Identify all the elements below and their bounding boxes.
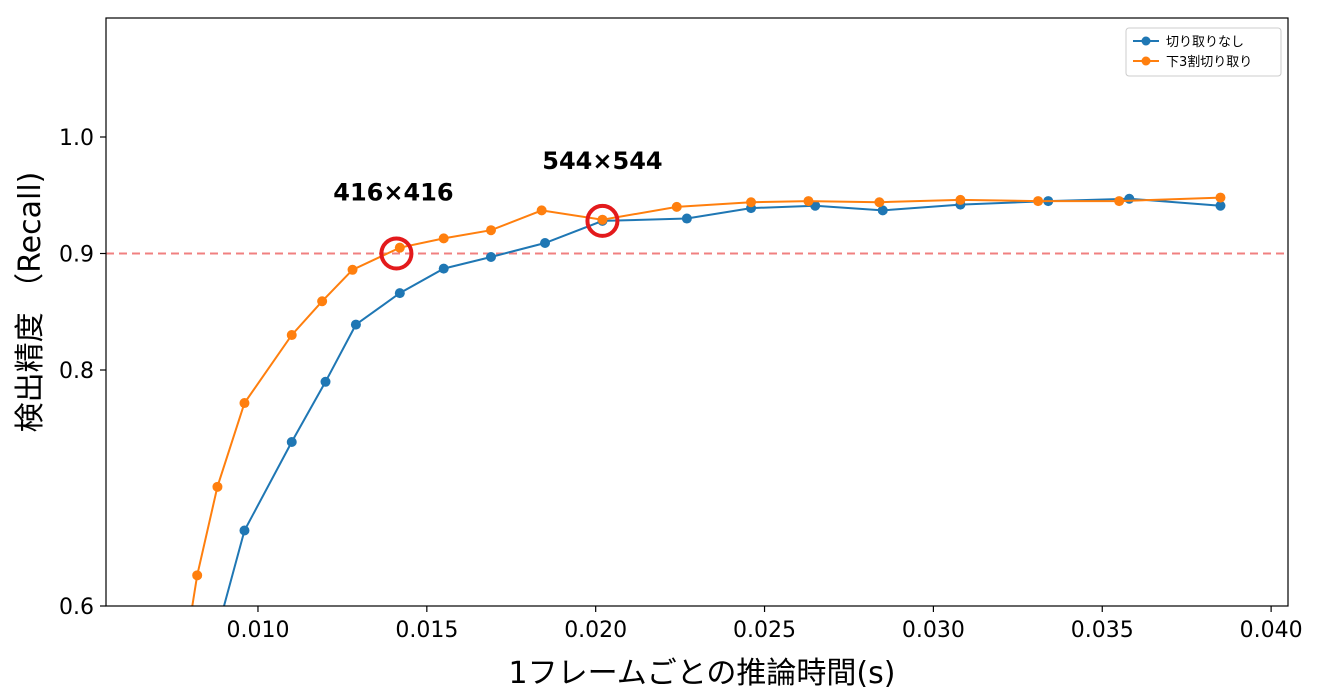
- data-point: [536, 205, 547, 216]
- data-point: [597, 214, 608, 225]
- data-point: [681, 213, 692, 224]
- data-point: [438, 263, 449, 274]
- y-tick-label: 0.6: [59, 595, 94, 620]
- legend-marker: [1141, 56, 1151, 66]
- data-point: [350, 319, 361, 330]
- x-tick-label: 0.010: [226, 618, 289, 643]
- series-line: [191, 196, 1221, 606]
- annotation-label: 416×416: [333, 179, 453, 207]
- data-point: [394, 288, 405, 299]
- x-tick-label: 0.040: [1240, 618, 1303, 643]
- x-tick-label: 0.030: [902, 618, 965, 643]
- annotation-label: 544×544: [542, 147, 662, 175]
- data-point: [877, 205, 888, 216]
- data-point: [1215, 192, 1226, 203]
- y-tick-label: 1.0: [59, 126, 94, 151]
- data-point: [212, 481, 223, 492]
- data-point: [438, 233, 449, 244]
- x-tick-label: 0.035: [1071, 618, 1134, 643]
- data-point: [1114, 196, 1125, 207]
- x-tick-label: 0.015: [395, 618, 458, 643]
- data-point: [1033, 196, 1044, 207]
- y-axis-title: 検出精度 （Recall): [13, 172, 48, 433]
- data-point: [746, 197, 757, 208]
- series-line: [222, 197, 1221, 606]
- x-tick-label: 0.020: [564, 618, 627, 643]
- legend-label: 切り取りなし: [1166, 35, 1244, 50]
- data-point: [185, 613, 195, 623]
- highlight-circle: [379, 236, 414, 271]
- legend-label: 下3割切り取り: [1166, 54, 1252, 70]
- y-tick-label: 0.9: [59, 243, 94, 268]
- data-point: [347, 264, 358, 275]
- data-point: [317, 296, 328, 307]
- legend-box: [1125, 27, 1282, 77]
- data-point: [955, 194, 966, 205]
- x-axis-title: 1フレームごとの推論時間(s): [509, 656, 896, 691]
- data-point: [286, 436, 297, 447]
- data-point: [874, 197, 885, 208]
- data-point: [1215, 200, 1226, 211]
- data-point: [216, 613, 226, 623]
- highlight-layer: [379, 203, 620, 271]
- data-point: [671, 201, 682, 212]
- data-point: [286, 330, 297, 341]
- data-point: [1124, 193, 1135, 204]
- series-layer: [185, 192, 1226, 623]
- x-tick-label: 0.025: [733, 618, 796, 643]
- axes-layer: 0.010 0.015 0.020 0.025 0.030 0.035 0.040 0.6 0.…: [13, 17, 1303, 691]
- data-point: [192, 570, 203, 581]
- legend-marker: [1141, 36, 1151, 46]
- data-point: [485, 251, 496, 262]
- data-point: [239, 398, 250, 409]
- y-tick-label: 0.8: [59, 359, 94, 384]
- data-point: [320, 376, 331, 387]
- data-point: [239, 525, 250, 536]
- data-point: [485, 225, 496, 236]
- highlight-circle: [585, 203, 620, 238]
- data-point: [394, 242, 405, 253]
- series-2: [185, 192, 1226, 623]
- series-1: [216, 193, 1226, 623]
- plot-frame: [105, 17, 1289, 607]
- data-point: [540, 238, 551, 249]
- annotation-layer: 416×416 544×544: [333, 147, 662, 207]
- data-point: [803, 196, 814, 207]
